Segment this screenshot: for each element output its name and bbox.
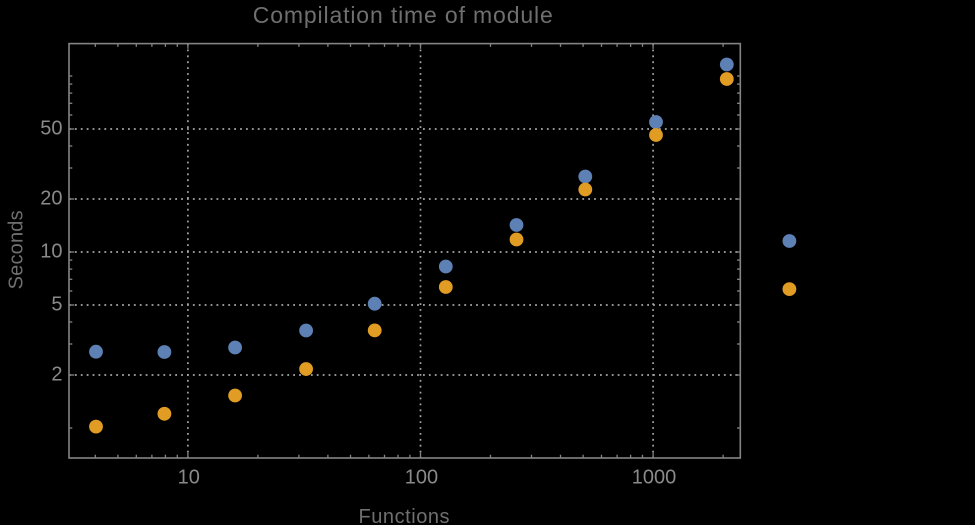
svg-text:5: 5 xyxy=(51,293,62,315)
svg-text:Seconds: Seconds xyxy=(5,210,27,289)
svg-text:1000: 1000 xyxy=(632,467,677,489)
svg-text:Functions: Functions xyxy=(358,506,450,525)
svg-text:100: 100 xyxy=(405,467,438,489)
svg-text:10: 10 xyxy=(178,467,200,489)
svg-text:Compilation time of module: Compilation time of module xyxy=(253,2,554,28)
svg-text:50: 50 xyxy=(40,117,62,139)
svg-text:2: 2 xyxy=(51,363,62,385)
svg-text:10: 10 xyxy=(40,240,62,262)
svg-text:20: 20 xyxy=(40,187,62,209)
